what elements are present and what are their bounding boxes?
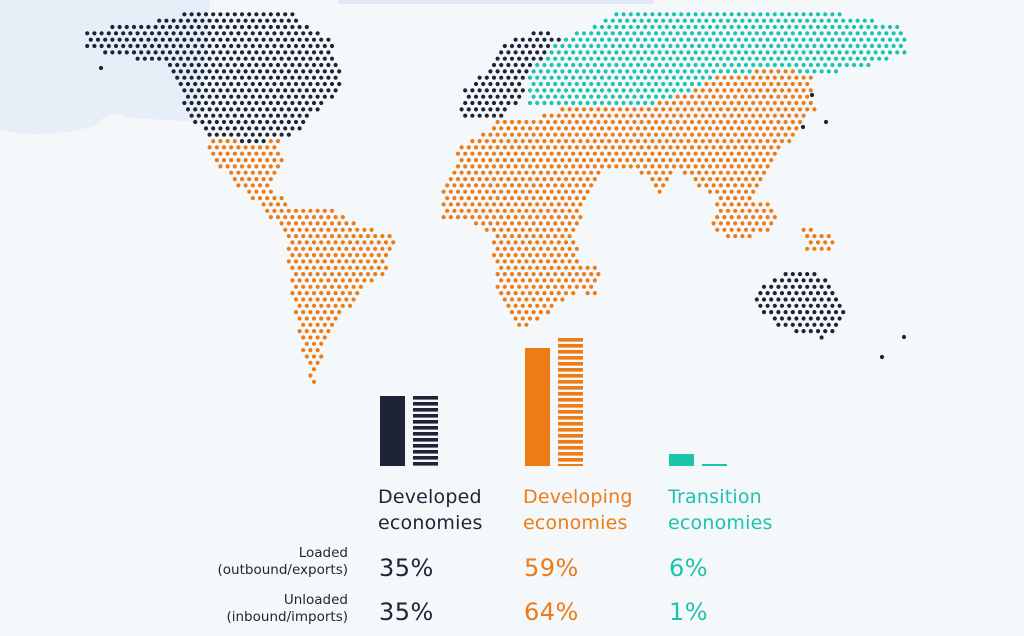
map-region-transition (527, 12, 907, 106)
value-loaded-developing: 59% (524, 554, 579, 582)
bar-loaded-1 (525, 348, 550, 466)
bar-loaded-2 (669, 454, 694, 466)
value-unloaded-transition: 1% (669, 598, 709, 626)
map-region-developing (207, 69, 835, 384)
bar-unloaded-2 (702, 464, 727, 466)
row-label-loaded: Loaded (outbound/exports) (217, 545, 348, 578)
value-unloaded-developing: 64% (524, 598, 579, 626)
value-loaded-developed: 35% (379, 554, 434, 582)
category-label-transition: Transition economies (668, 486, 773, 534)
category-label-developed: Developed economies (378, 486, 483, 534)
category-label-developing: Developing economies (523, 486, 633, 534)
bar-unloaded-0 (413, 396, 438, 466)
value-unloaded-developed: 35% (379, 598, 434, 626)
row-label-unloaded: Unloaded (inbound/imports) (226, 592, 348, 625)
value-loaded-transition: 6% (669, 554, 709, 582)
map-region-developed (85, 12, 907, 360)
bar-unloaded-1 (558, 338, 583, 466)
bar-loaded-0 (380, 396, 405, 466)
